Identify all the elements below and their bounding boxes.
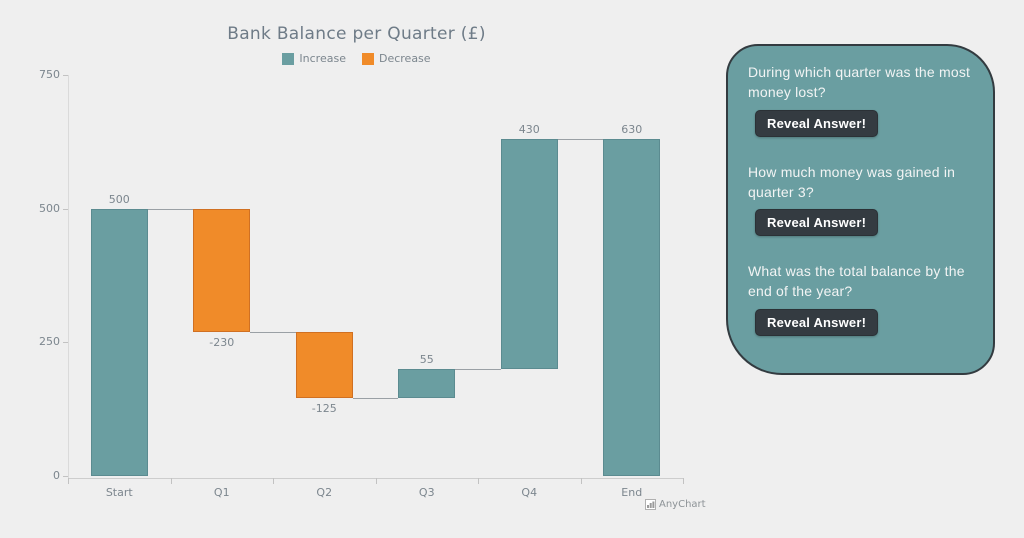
waterfall-connector bbox=[147, 208, 194, 210]
bar-q2[interactable] bbox=[295, 331, 353, 399]
chart-legend: Increase Decrease bbox=[0, 52, 713, 65]
anychart-credits-link[interactable]: AnyChart bbox=[645, 499, 706, 510]
question-block-2: How much money was gained in quarter 3? … bbox=[748, 162, 973, 237]
waterfall-connector bbox=[250, 331, 296, 333]
question-block-3: What was the total balance by the end of… bbox=[748, 261, 973, 336]
waterfall-connector bbox=[455, 369, 501, 371]
y-axis-tick bbox=[63, 75, 68, 76]
value-label-q2: -125 bbox=[311, 402, 337, 416]
chart-title: Bank Balance per Quarter (£) bbox=[227, 24, 486, 44]
question-block-1: During which quarter was the most money … bbox=[748, 62, 973, 137]
question-text-2: How much money was gained in quarter 3? bbox=[748, 163, 956, 200]
value-label-end: 630 bbox=[621, 123, 643, 137]
value-label-start: 500 bbox=[108, 192, 130, 206]
x-axis-label-q1: Q1 bbox=[213, 486, 230, 499]
bar-q3[interactable] bbox=[398, 369, 456, 399]
reveal-answer-button-3[interactable]: Reveal Answer! bbox=[755, 308, 879, 336]
x-axis-label-q3: Q3 bbox=[418, 486, 435, 499]
bar-start[interactable] bbox=[90, 208, 148, 476]
anychart-logo-icon bbox=[645, 499, 656, 510]
x-axis-tick bbox=[273, 478, 274, 484]
legend-label-increase: Increase bbox=[299, 52, 346, 65]
increase-swatch-icon bbox=[282, 52, 295, 65]
reveal-answer-button-1[interactable]: Reveal Answer! bbox=[755, 109, 879, 137]
x-axis-label-start: Start bbox=[105, 486, 133, 499]
waterfall-chart: Bank Balance per Quarter (£) Increase De… bbox=[0, 24, 713, 510]
x-axis-tick bbox=[170, 478, 172, 484]
plot-area: 0 250 500 750 Start Q1 Q2 Q3 Q4 End 500 -230 -125 55 4… bbox=[39, 68, 684, 499]
y-axis-label: 500 bbox=[39, 201, 60, 215]
y-axis-label: 250 bbox=[39, 335, 60, 349]
y-axis-label: 750 bbox=[39, 68, 60, 81]
y-axis-tick bbox=[63, 342, 68, 344]
waterfall-connector bbox=[352, 398, 399, 400]
decrease-swatch-icon bbox=[361, 52, 374, 65]
x-axis-tick bbox=[375, 478, 377, 484]
bar-end[interactable] bbox=[603, 139, 661, 476]
legend-label-decrease: Decrease bbox=[378, 52, 431, 65]
question-text-1: During which quarter was the most money … bbox=[748, 64, 971, 101]
waterfall-connector bbox=[557, 139, 604, 141]
y-axis-tick bbox=[63, 476, 68, 477]
anychart-credits-label: AnyChart bbox=[659, 499, 706, 510]
question-text-3: What was the total balance by the end of… bbox=[748, 263, 965, 300]
bar-q1[interactable] bbox=[193, 208, 251, 332]
value-label-q3: 55 bbox=[419, 353, 434, 367]
legend-item-increase[interactable]: Increase bbox=[282, 52, 346, 65]
x-axis-tick bbox=[580, 478, 582, 484]
x-axis-label-q4: Q4 bbox=[521, 486, 538, 499]
y-axis-line bbox=[68, 75, 69, 478]
bar-q4[interactable] bbox=[500, 139, 558, 370]
x-axis-label-q2: Q2 bbox=[316, 486, 333, 499]
value-label-q4: 430 bbox=[518, 123, 540, 137]
legend-item-decrease[interactable]: Decrease bbox=[361, 52, 431, 65]
y-axis-label: 0 bbox=[53, 469, 60, 482]
x-axis-label-end: End bbox=[621, 486, 643, 499]
x-axis-tick bbox=[68, 478, 69, 484]
x-axis-tick bbox=[478, 478, 479, 484]
y-axis-tick bbox=[63, 208, 68, 210]
question-panel: During which quarter was the most money … bbox=[726, 44, 995, 375]
reveal-answer-button-2[interactable]: Reveal Answer! bbox=[755, 209, 879, 237]
value-label-q1: -230 bbox=[209, 335, 235, 349]
x-axis-tick bbox=[683, 478, 684, 484]
